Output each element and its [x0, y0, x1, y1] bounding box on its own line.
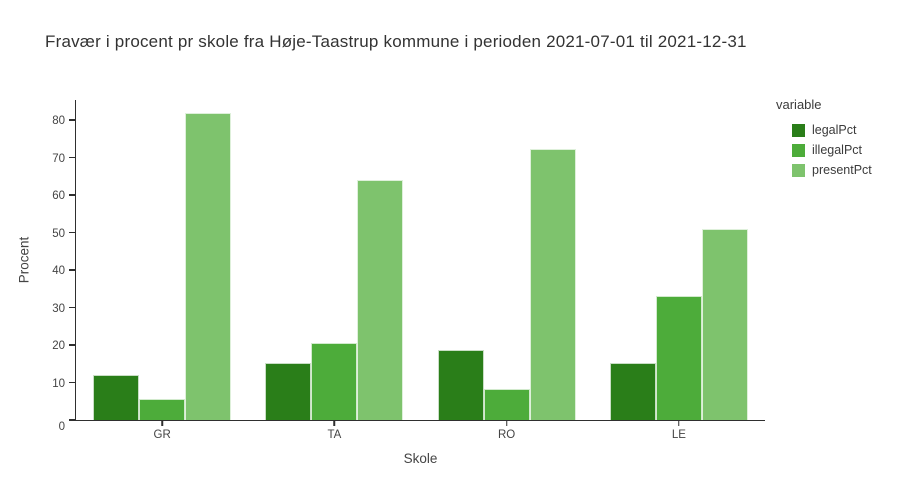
x-tick-mark-TA: [333, 421, 336, 426]
y-tick-mark-20: [68, 344, 75, 346]
legend-label-presentPct: presentPct: [812, 163, 872, 177]
y-tick-label-20: 20: [52, 340, 65, 352]
bar-legalPct-GR[interactable]: [93, 374, 140, 420]
bar-illegalPct-LE[interactable]: [655, 296, 702, 420]
legend-title: variable: [776, 97, 822, 112]
x-tick-label-GR: GR: [153, 429, 171, 441]
bar-presentPct-RO[interactable]: [529, 148, 576, 420]
legend-item-presentPct[interactable]: presentPct: [776, 160, 872, 180]
x-tick-label-LE: LE: [671, 429, 686, 441]
legend-swatch-presentPct: [792, 163, 805, 177]
y-tick-mark-60: [68, 194, 75, 196]
y-tick-mark-40: [68, 269, 75, 271]
legend-swatch-legalPct: [792, 123, 805, 137]
legend-swatch-illegalPct: [792, 143, 805, 157]
bar-group-RO: [421, 100, 593, 420]
legend-items: legalPct illegalPct presentPct: [776, 120, 872, 180]
y-tick-label-10: 10: [52, 377, 65, 390]
legend-item-legalPct[interactable]: legalPct: [776, 120, 872, 140]
plot-area: 0 10 20 30 40 50 60 70 80 GR TA RO LE Skole Procent: [17, 100, 765, 466]
y-tick-mark-10: [68, 381, 75, 384]
bar-presentPct-GR[interactable]: [185, 113, 232, 420]
legend-label-illegalPct: illegalPct: [812, 143, 863, 157]
bar-illegalPct-GR[interactable]: [139, 399, 186, 420]
y-axis-title: Procent: [16, 236, 32, 284]
bar-presentPct-LE[interactable]: [701, 229, 748, 420]
bar-groups-container: [76, 100, 765, 420]
bar-group-LE: [593, 100, 765, 420]
x-tick-label-TA: TA: [327, 429, 342, 441]
y-tick-mark-50: [68, 231, 75, 234]
y-tick-mark-70: [68, 156, 75, 159]
y-tick-label-60: 60: [52, 190, 65, 202]
x-tick-mark-LE: [678, 421, 680, 426]
y-tick-label-50: 50: [52, 227, 65, 240]
bar-illegalPct-TA[interactable]: [311, 343, 358, 420]
y-tick-label-70: 70: [52, 152, 65, 165]
legend-item-illegalPct[interactable]: illegalPct: [776, 140, 872, 160]
y-tick-label-80: 80: [52, 115, 65, 127]
bar-illegalPct-RO[interactable]: [483, 388, 530, 420]
bar-legalPct-TA[interactable]: [265, 362, 312, 420]
x-tick-label-RO: RO: [498, 429, 516, 441]
x-tick-mark-RO: [505, 421, 508, 426]
x-tick-mark-GR: [161, 421, 163, 426]
bar-group-TA: [248, 100, 420, 420]
y-tick-mark-0: [68, 419, 75, 421]
y-tick-label-40: 40: [52, 265, 65, 277]
chart-title: Fravær i procent pr skole fra Høje-Taast…: [45, 32, 747, 51]
legend: variable legalPct illegalPct presentPct: [776, 97, 872, 180]
y-tick-mark-80: [68, 119, 75, 121]
bar-presentPct-TA[interactable]: [357, 180, 404, 420]
legend-label-legalPct: legalPct: [812, 123, 857, 137]
bar-legalPct-LE[interactable]: [609, 363, 656, 420]
bar-group-GR: [76, 100, 248, 420]
y-tick-mark-30: [68, 306, 75, 309]
x-axis-title: Skole: [403, 451, 438, 466]
y-tick-label-30: 30: [52, 302, 65, 315]
bar-legalPct-RO[interactable]: [437, 349, 484, 420]
